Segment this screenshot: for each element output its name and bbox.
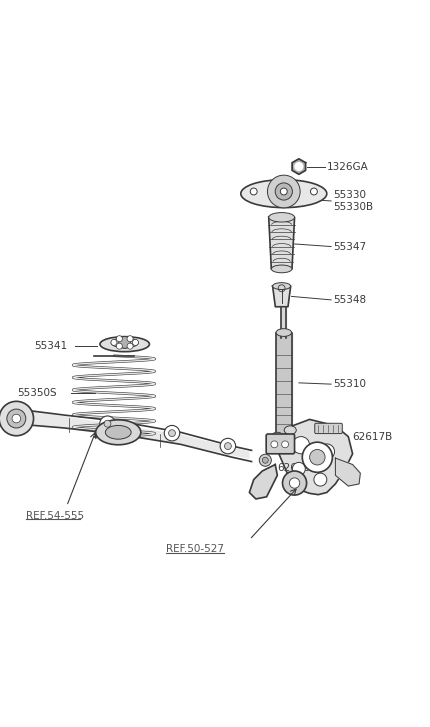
Circle shape [164, 425, 180, 441]
Circle shape [314, 473, 327, 486]
Text: REF.50-527: REF.50-527 [166, 545, 224, 554]
Circle shape [310, 449, 325, 465]
Circle shape [224, 443, 231, 449]
Ellipse shape [270, 180, 298, 190]
Circle shape [12, 414, 21, 423]
Circle shape [292, 437, 310, 454]
Circle shape [116, 336, 122, 342]
Text: 55341: 55341 [34, 341, 68, 351]
Circle shape [283, 471, 307, 495]
Ellipse shape [96, 419, 141, 445]
Circle shape [7, 409, 26, 428]
Polygon shape [335, 458, 360, 486]
Ellipse shape [111, 338, 138, 348]
Circle shape [250, 188, 257, 195]
Circle shape [104, 420, 111, 427]
Circle shape [111, 340, 117, 345]
Circle shape [289, 478, 300, 489]
Circle shape [100, 416, 115, 431]
Circle shape [169, 430, 175, 437]
Circle shape [319, 444, 335, 459]
Ellipse shape [271, 265, 292, 273]
Circle shape [302, 442, 332, 473]
Polygon shape [273, 286, 291, 307]
Polygon shape [276, 334, 292, 443]
Circle shape [220, 438, 236, 454]
Ellipse shape [284, 426, 296, 435]
Ellipse shape [273, 283, 291, 289]
Text: 62617B: 62617B [353, 433, 393, 443]
Circle shape [292, 462, 305, 475]
FancyBboxPatch shape [315, 423, 342, 433]
Circle shape [0, 401, 34, 435]
Circle shape [280, 188, 287, 195]
Circle shape [267, 175, 300, 208]
Ellipse shape [100, 337, 150, 352]
Circle shape [119, 337, 131, 348]
Circle shape [127, 343, 133, 349]
Circle shape [295, 163, 303, 170]
Polygon shape [249, 465, 277, 499]
Polygon shape [292, 158, 306, 174]
Circle shape [262, 457, 268, 463]
Ellipse shape [271, 433, 283, 441]
Text: 55350S: 55350S [17, 387, 57, 398]
Polygon shape [275, 419, 353, 494]
Polygon shape [24, 410, 249, 459]
Text: 1326GA: 1326GA [327, 162, 369, 172]
Ellipse shape [269, 212, 295, 222]
Text: 55348: 55348 [333, 295, 366, 305]
Circle shape [127, 336, 133, 342]
Ellipse shape [276, 329, 292, 337]
Ellipse shape [105, 425, 131, 439]
Ellipse shape [276, 439, 292, 447]
Circle shape [259, 454, 271, 466]
FancyBboxPatch shape [266, 434, 295, 454]
Circle shape [116, 343, 122, 349]
Text: 62618B: 62618B [277, 462, 318, 473]
Circle shape [310, 188, 317, 195]
Ellipse shape [241, 180, 327, 208]
Circle shape [132, 340, 138, 345]
Text: 55347: 55347 [333, 241, 366, 252]
Circle shape [275, 183, 292, 200]
Text: REF.54-555: REF.54-555 [26, 511, 84, 521]
Text: 55310: 55310 [333, 379, 366, 389]
Text: 55330
55330B: 55330 55330B [333, 190, 373, 212]
Circle shape [271, 441, 278, 448]
Polygon shape [269, 217, 295, 269]
Circle shape [282, 441, 289, 448]
Polygon shape [281, 308, 286, 338]
